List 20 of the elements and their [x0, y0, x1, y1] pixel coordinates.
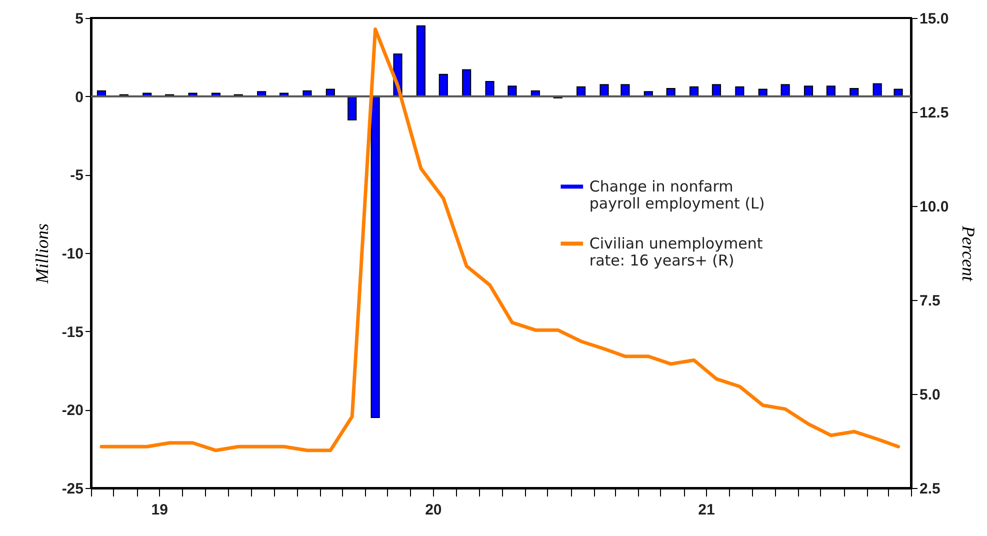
y2-tick-label: 7.5: [920, 292, 940, 310]
legend-label: Change in nonfarm payroll employment (L): [589, 178, 765, 213]
y2-tick-label: 12.5: [920, 104, 949, 122]
y-tick-label: 5: [75, 10, 84, 28]
y-tick-label: -20: [62, 402, 84, 420]
y2-tick-label: 2.5: [920, 480, 940, 498]
y2-tick-label: 5.0: [920, 386, 940, 404]
x-tick-label: 19: [151, 502, 168, 518]
y-tick-label: 0: [75, 88, 84, 106]
y2-axis-title: Percent: [958, 224, 979, 282]
y-tick-label: -5: [70, 167, 84, 184]
x-tick-label: 20: [425, 502, 442, 518]
y-tick-label: -10: [62, 246, 84, 262]
y-axis-title: Millions: [32, 223, 52, 285]
x-tick-label: 21: [698, 502, 715, 518]
y-tick-label: -15: [62, 324, 84, 341]
y2-tick-label: 15.0: [920, 10, 949, 28]
y-tick-label: -25: [62, 480, 84, 498]
y2-tick-label: 10.0: [920, 198, 949, 216]
legend-label: Civilian unemployment rate: 16 years+ (R): [589, 234, 763, 270]
